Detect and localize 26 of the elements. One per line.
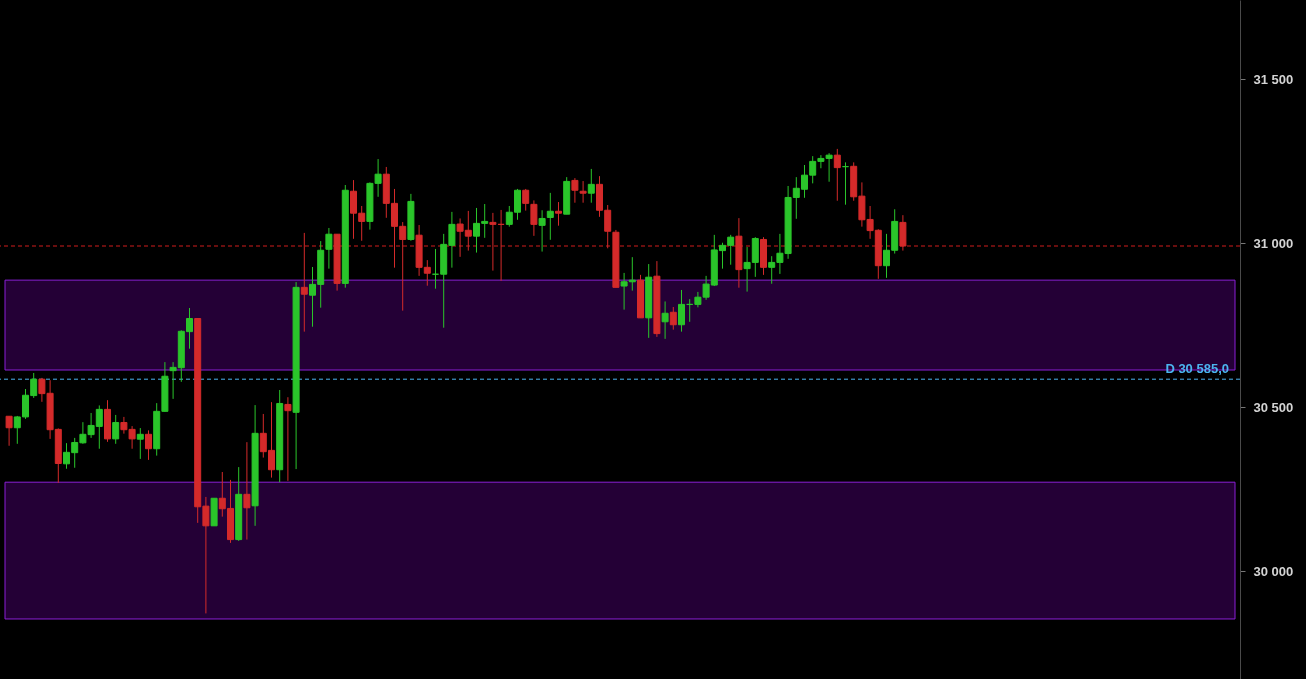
candlestick [243, 441, 251, 541]
candlestick [546, 192, 554, 241]
candlestick [661, 300, 669, 340]
y-tick-label: 31 500 [1253, 71, 1294, 87]
candlestick [579, 180, 587, 204]
ref-line-label: D 30 585,0 [1165, 361, 1229, 377]
candlestick [833, 148, 841, 202]
candlestick [669, 306, 677, 331]
candlestick [530, 199, 538, 237]
y-tick-label: 30 500 [1253, 399, 1294, 415]
candlestick [571, 177, 579, 204]
candlestick [325, 227, 333, 270]
candlestick [300, 232, 308, 333]
candlestick [899, 214, 907, 252]
candlestick [538, 209, 546, 253]
y-tick-label: 31 000 [1253, 235, 1294, 251]
candlestick [678, 289, 685, 333]
candlestick [284, 396, 292, 482]
candlestick [5, 415, 13, 447]
candlestick [522, 188, 530, 212]
candlestick [112, 414, 120, 445]
candlestick [587, 168, 595, 204]
candlestick [555, 201, 562, 227]
y-tick-label: 30 000 [1253, 563, 1294, 579]
candlestick [136, 427, 144, 460]
candlestick [145, 429, 152, 461]
